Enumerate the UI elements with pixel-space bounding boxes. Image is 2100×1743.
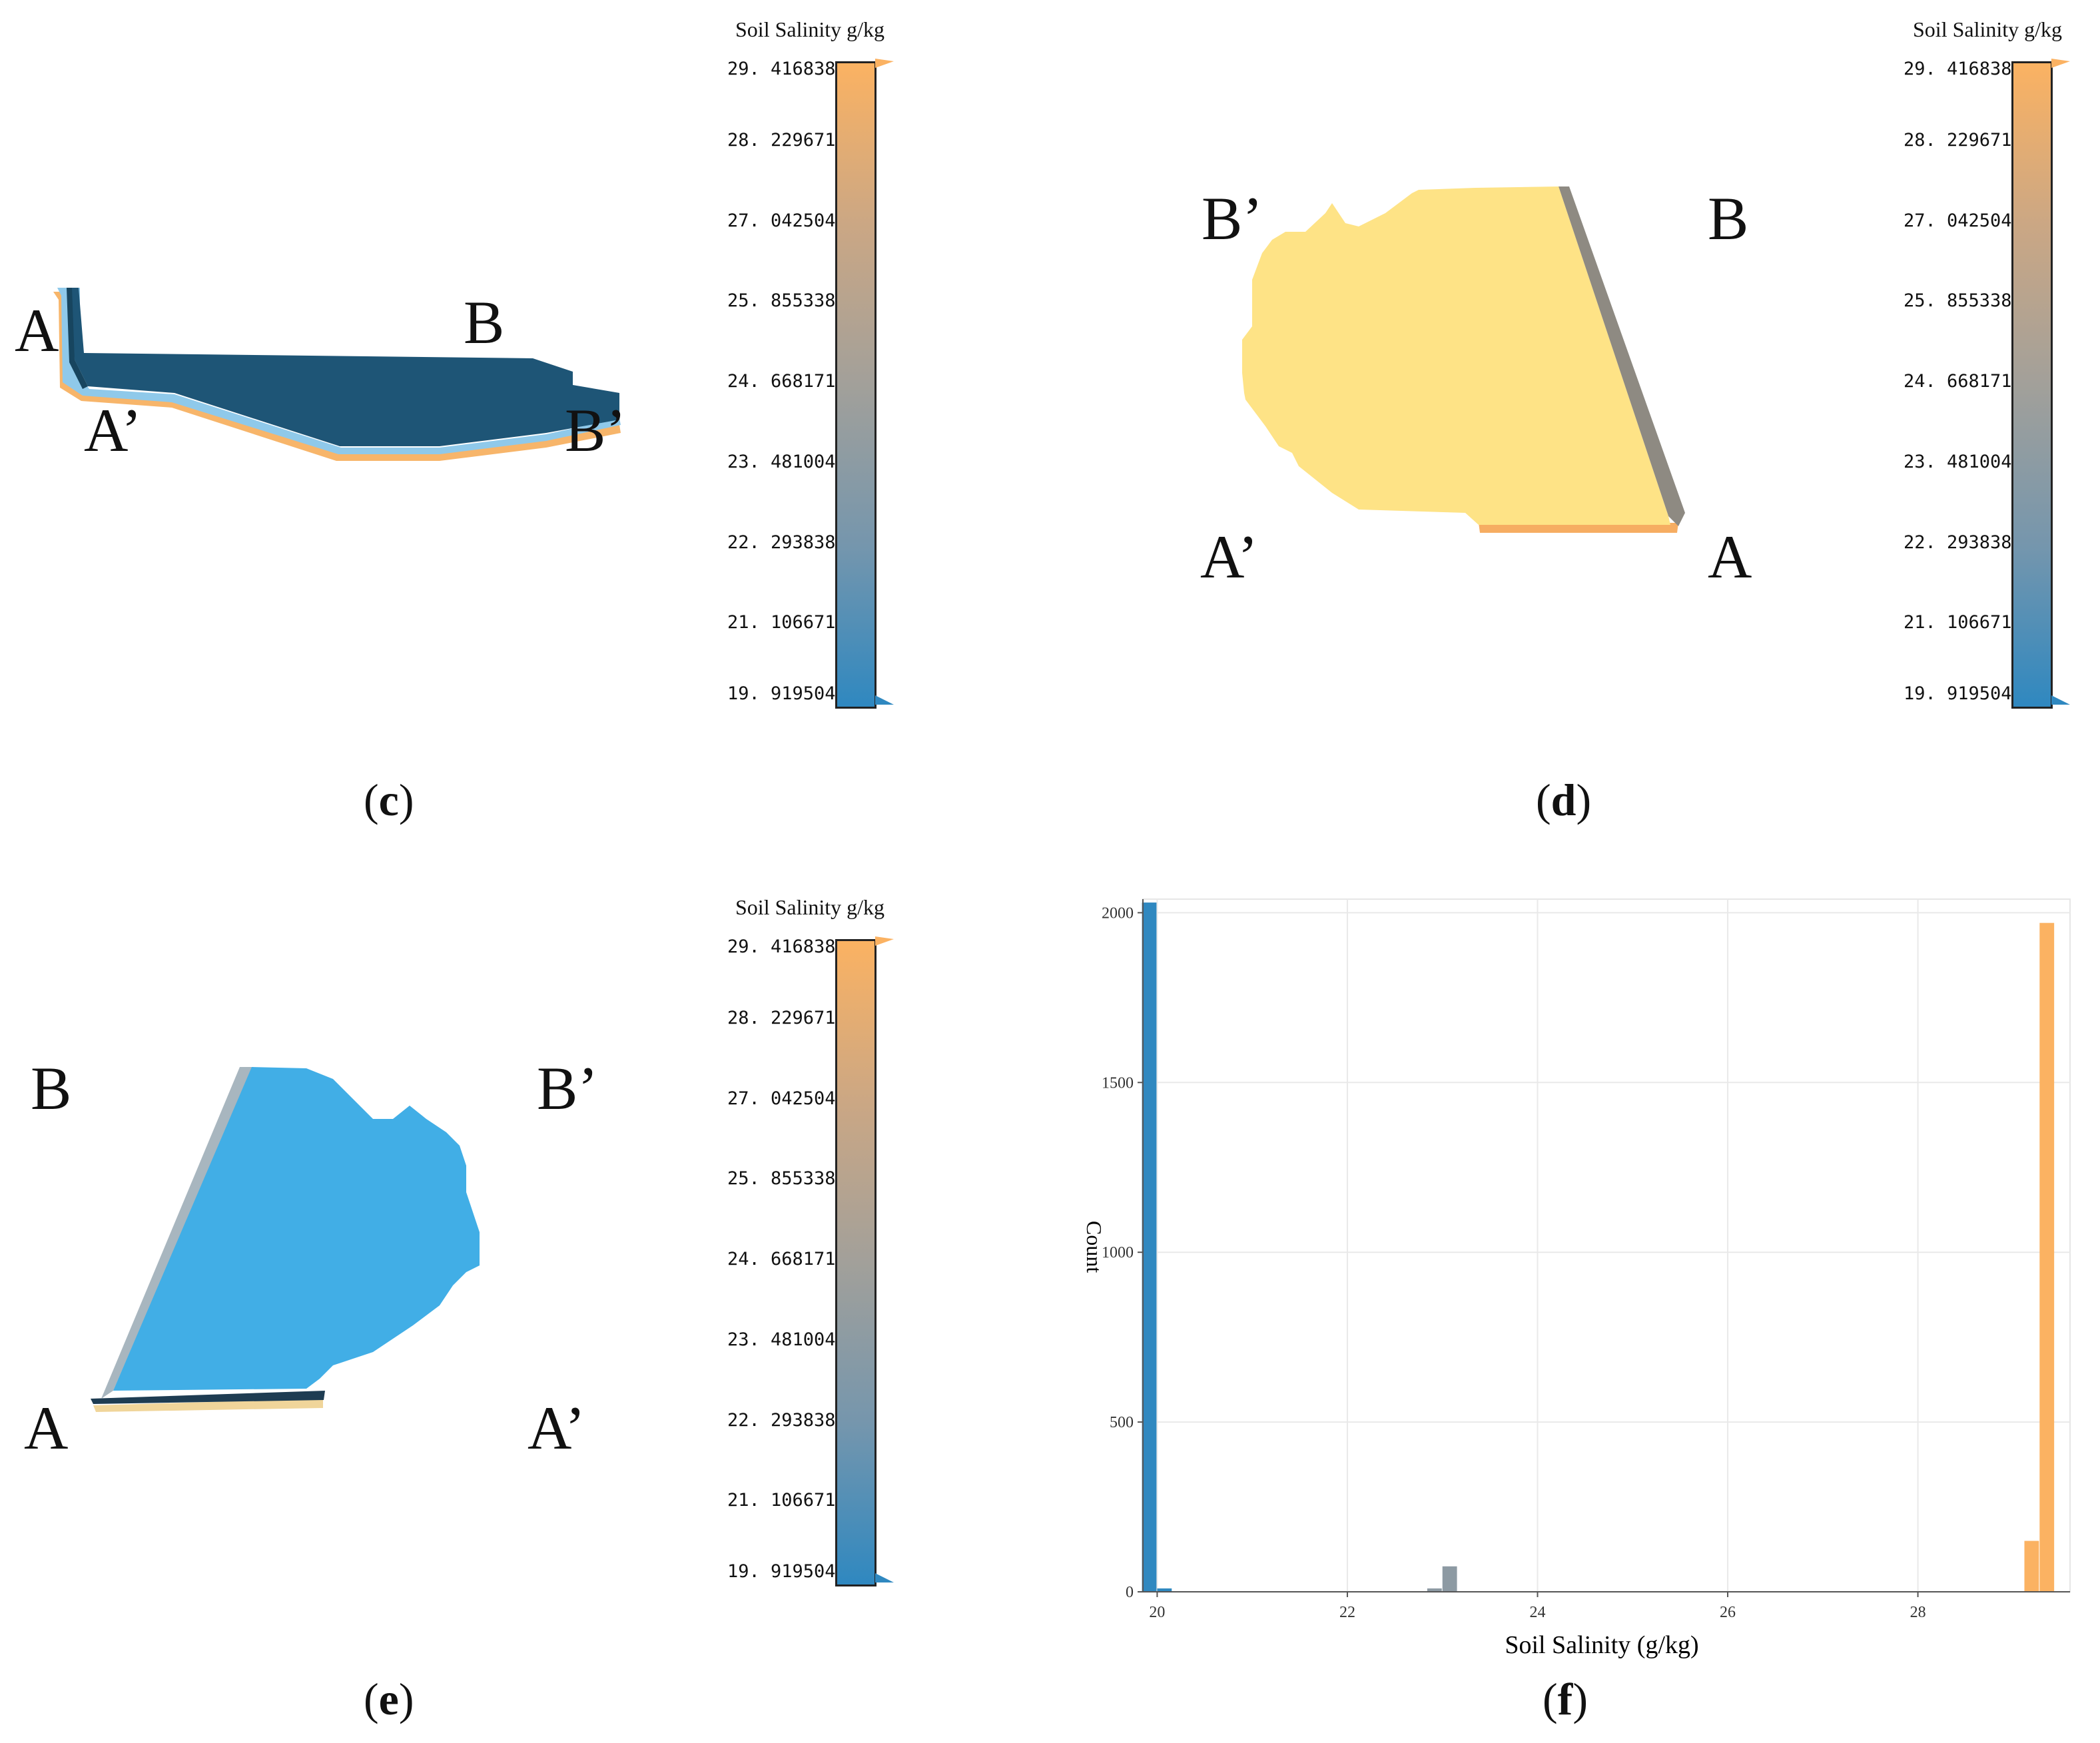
colorbar-tick-label: 19. 919504 [1904, 683, 2012, 704]
slab-d-orange-edge [1479, 523, 1678, 533]
colorbar-c [835, 61, 876, 709]
point-label-a-prime: A’ [84, 396, 142, 464]
panel-f-label: (f) [1543, 1674, 1588, 1724]
point-label-a-prime: A’ [527, 1394, 585, 1462]
colorbar-tick-label: 29. 416838 [1904, 59, 2012, 79]
colorbar-tick-label: 24. 668171 [727, 1249, 836, 1269]
y-tick-label: 500 [1110, 1414, 1134, 1431]
colorbar-d-title: Soil Salinity g/kg [1913, 17, 2063, 41]
colorbar-tick-label: 21. 106671 [727, 612, 836, 633]
slab-e-dark-edge [91, 1391, 325, 1404]
colorbar-tick-label: 25. 855338 [727, 1168, 836, 1190]
colorbar-tick-label: 21. 106671 [1904, 612, 2012, 633]
colorbar-tick-label: 27. 042504 [727, 210, 836, 231]
colorbar-d-max-marker [2051, 59, 2070, 68]
x-tick-label: 24 [1529, 1604, 1545, 1621]
point-label-b-prime: B’ [537, 1054, 598, 1122]
panel-d-3d-view [1242, 186, 1685, 533]
histogram-bar [2039, 922, 2055, 1592]
x-tick-label: 22 [1339, 1604, 1355, 1621]
point-label-b: B [31, 1054, 72, 1122]
histogram-bar [1157, 1588, 1172, 1592]
x-tick-label: 26 [1720, 1604, 1736, 1621]
panel-c-label: (c) [364, 775, 414, 825]
panel-c-3d-view [53, 288, 621, 461]
colorbar-tick-label: 29. 416838 [727, 936, 836, 957]
x-tick-label: 20 [1149, 1604, 1165, 1621]
colorbar-c-max-marker [875, 59, 894, 68]
slab-e-top [113, 1067, 480, 1391]
slab-c-side-face [67, 288, 88, 389]
colorbar-c-title: Soil Salinity g/kg [735, 17, 885, 41]
slab-d-top [1242, 186, 1670, 525]
colorbar-tick-label: 28. 229671 [1904, 129, 2012, 151]
colorbar-tick-label: 22. 293838 [727, 1409, 836, 1431]
colorbar-tick-label: 29. 416838 [727, 59, 836, 79]
histogram-bar [1142, 902, 1157, 1592]
histogram-bar [1427, 1588, 1442, 1592]
slab-e-orange-edge [93, 1399, 323, 1412]
panel-e-label: (e) [364, 1674, 414, 1724]
colorbar-tick-label: 19. 919504 [727, 1561, 836, 1582]
colorbar-c-min-marker [875, 695, 894, 705]
slab-d-gray-edge [1559, 186, 1685, 526]
colorbar-d-min-marker [2051, 695, 2070, 705]
point-label-a: A [1708, 523, 1752, 591]
colorbar-tick-label: 24. 668171 [1904, 371, 2012, 392]
colorbar-e-min-marker [875, 1573, 894, 1582]
y-tick-label: 2000 [1102, 904, 1134, 922]
colorbar-d [2011, 61, 2053, 709]
x-axis-label: Soil Salinity (g/kg) [1505, 1631, 1698, 1659]
colorbar-tick-label: 23. 481004 [727, 1329, 836, 1350]
colorbar-tick-label: 25. 855338 [1904, 290, 2012, 312]
colorbar-tick-label: 22. 293838 [1904, 531, 2012, 553]
colorbar-tick-label: 19. 919504 [727, 683, 836, 704]
colorbar-tick-label: 21. 106671 [727, 1490, 836, 1511]
colorbar-tick-label: 27. 042504 [1904, 210, 2012, 231]
point-label-b: B [464, 288, 505, 356]
plot-area [1142, 898, 2071, 1592]
slab-c-top [67, 288, 619, 446]
slab-e-gray-edge [101, 1067, 253, 1399]
point-label-a-prime: A’ [1200, 523, 1258, 591]
point-label-b-prime: B’ [565, 396, 626, 464]
colorbar-tick-label: 28. 229671 [727, 1007, 836, 1028]
y-tick-label: 1500 [1102, 1074, 1134, 1092]
colorbar-e-title: Soil Salinity g/kg [735, 895, 885, 919]
colorbar-tick-label: 24. 668171 [727, 371, 836, 392]
colorbar-tick-label: 23. 481004 [1904, 451, 2012, 472]
colorbar-tick-label: 25. 855338 [727, 290, 836, 312]
y-axis-label: Count [1082, 1221, 1106, 1273]
point-label-b: B [1708, 184, 1749, 252]
point-label-a: A [15, 296, 59, 364]
colorbar-e-max-marker [875, 936, 894, 946]
colorbar-tick-label: 22. 293838 [727, 531, 836, 553]
point-label-a: A [24, 1394, 69, 1462]
histogram-bar [1442, 1566, 1457, 1592]
point-label-b-prime: B’ [1202, 184, 1263, 252]
y-tick-label: 1000 [1102, 1244, 1134, 1261]
histogram-bar [2024, 1541, 2039, 1592]
panel-d-label: (d) [1536, 775, 1592, 825]
colorbar-tick-label: 23. 481004 [727, 451, 836, 472]
histogram-chart: 20 22 24 26 28 0 500 1000 1500 2000 Soil Salinity… [1082, 898, 2071, 1659]
y-tick-label: 0 [1126, 1584, 1134, 1601]
colorbar-tick-label: 28. 229671 [727, 129, 836, 151]
colorbar-e [835, 939, 876, 1586]
colorbar-tick-label: 27. 042504 [727, 1088, 836, 1109]
x-tick-label: 28 [1910, 1604, 1926, 1621]
slab-c-orange-edge [53, 292, 621, 461]
panel-e-3d-view [91, 1067, 480, 1412]
